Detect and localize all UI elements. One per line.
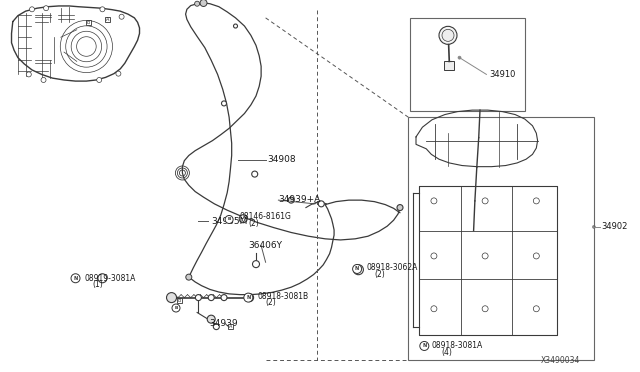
Circle shape bbox=[186, 274, 192, 280]
Text: 08918-3062A: 08918-3062A bbox=[366, 263, 417, 272]
Circle shape bbox=[195, 295, 202, 301]
Text: (2): (2) bbox=[374, 270, 385, 279]
Circle shape bbox=[71, 274, 80, 283]
Circle shape bbox=[200, 0, 207, 6]
Circle shape bbox=[318, 201, 324, 207]
Text: (2): (2) bbox=[248, 219, 259, 228]
Circle shape bbox=[431, 253, 437, 259]
Text: 08918-3081B: 08918-3081B bbox=[257, 292, 308, 301]
Text: X3490034: X3490034 bbox=[541, 356, 580, 365]
Circle shape bbox=[119, 14, 124, 19]
Circle shape bbox=[439, 26, 457, 44]
Text: N: N bbox=[355, 266, 359, 272]
Circle shape bbox=[246, 294, 253, 302]
Text: A: A bbox=[228, 324, 232, 329]
Text: 08146-8161G: 08146-8161G bbox=[240, 212, 292, 221]
Text: B: B bbox=[174, 306, 178, 310]
Text: (1): (1) bbox=[93, 280, 104, 289]
Text: A: A bbox=[106, 17, 109, 22]
Circle shape bbox=[172, 304, 180, 312]
Bar bbox=[410, 18, 525, 111]
Text: 34908: 34908 bbox=[268, 155, 296, 164]
Circle shape bbox=[116, 71, 121, 76]
Circle shape bbox=[208, 295, 214, 301]
Circle shape bbox=[207, 315, 215, 323]
Text: (2): (2) bbox=[266, 298, 276, 307]
Text: 08919-3081A: 08919-3081A bbox=[84, 274, 136, 283]
Bar bbox=[228, 324, 233, 329]
Text: (4): (4) bbox=[442, 348, 452, 357]
Circle shape bbox=[353, 264, 362, 273]
Circle shape bbox=[244, 293, 253, 302]
Circle shape bbox=[593, 225, 595, 228]
Circle shape bbox=[97, 77, 102, 83]
Text: 08918-3081A: 08918-3081A bbox=[432, 341, 483, 350]
Circle shape bbox=[533, 253, 540, 259]
Circle shape bbox=[458, 56, 461, 59]
Circle shape bbox=[482, 306, 488, 312]
Text: 34939: 34939 bbox=[209, 319, 238, 328]
Circle shape bbox=[420, 341, 429, 350]
Circle shape bbox=[221, 101, 227, 106]
Circle shape bbox=[253, 261, 259, 267]
Text: B: B bbox=[86, 20, 90, 25]
Text: N: N bbox=[74, 276, 77, 281]
Bar bbox=[105, 17, 110, 22]
Bar bbox=[86, 20, 91, 25]
Bar bbox=[444, 61, 454, 70]
Circle shape bbox=[431, 306, 437, 312]
Circle shape bbox=[195, 1, 200, 6]
Text: 34910: 34910 bbox=[490, 70, 516, 79]
Circle shape bbox=[166, 293, 177, 302]
Circle shape bbox=[213, 324, 220, 330]
Circle shape bbox=[533, 198, 540, 204]
Circle shape bbox=[234, 24, 237, 28]
Circle shape bbox=[100, 7, 105, 12]
Circle shape bbox=[252, 171, 258, 177]
Text: 36406Y: 36406Y bbox=[248, 241, 282, 250]
Text: B: B bbox=[177, 298, 181, 303]
Text: B: B bbox=[227, 218, 231, 221]
Circle shape bbox=[44, 6, 49, 11]
Circle shape bbox=[442, 29, 454, 41]
Circle shape bbox=[482, 253, 488, 259]
Text: 34939+A: 34939+A bbox=[278, 195, 321, 203]
Circle shape bbox=[98, 274, 107, 283]
Circle shape bbox=[431, 198, 437, 204]
Text: N: N bbox=[422, 343, 426, 349]
Circle shape bbox=[397, 205, 403, 211]
Circle shape bbox=[29, 7, 35, 12]
Text: 34902: 34902 bbox=[602, 222, 628, 231]
Text: 34935M: 34935M bbox=[211, 217, 248, 226]
Bar bbox=[177, 298, 182, 303]
Circle shape bbox=[41, 77, 46, 83]
Circle shape bbox=[288, 197, 294, 203]
Bar bbox=[408, 117, 594, 360]
Circle shape bbox=[239, 215, 247, 223]
Circle shape bbox=[353, 265, 364, 275]
Text: N: N bbox=[246, 295, 250, 300]
Circle shape bbox=[221, 295, 227, 301]
Circle shape bbox=[533, 306, 540, 312]
Circle shape bbox=[482, 198, 488, 204]
Circle shape bbox=[26, 72, 31, 77]
Circle shape bbox=[225, 215, 233, 224]
